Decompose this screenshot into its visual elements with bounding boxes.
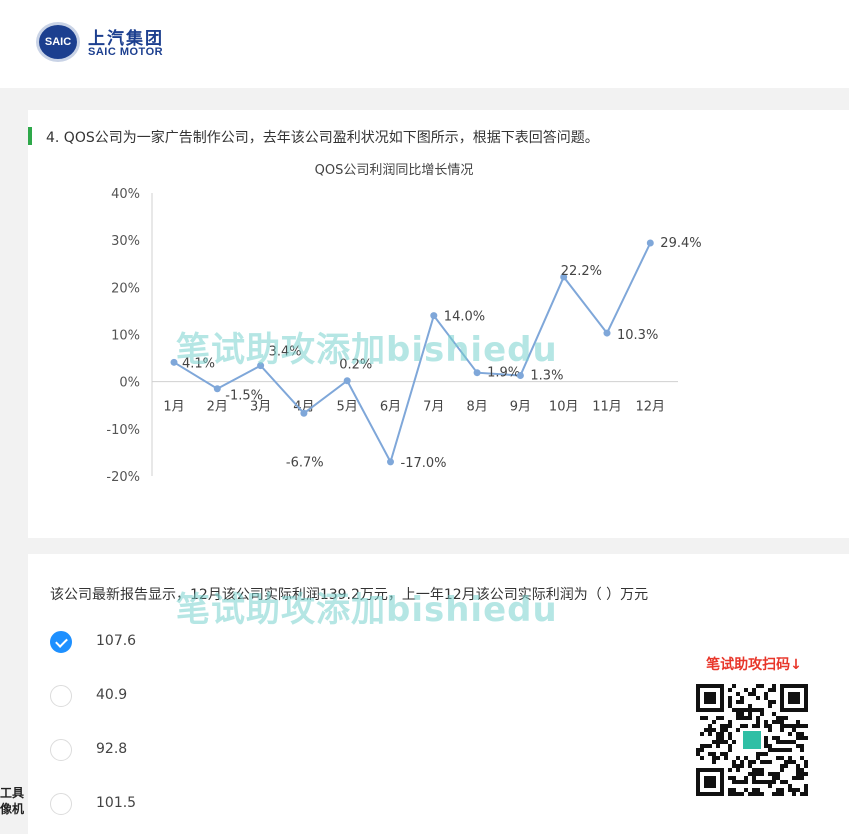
logo-chinese-name: 上汽集团 [88, 29, 164, 49]
y-tick-label: 0% [119, 376, 140, 391]
question-stem: 该公司最新报告显示，12月该公司实际利润139.2万元，上一年12月该公司实际利… [50, 587, 649, 603]
data-label: 29.4% [660, 236, 701, 251]
x-tick-label: 12月 [636, 400, 666, 415]
option-d-label: 101.5 [96, 795, 137, 811]
data-point [516, 372, 524, 380]
data-label: -17.0% [401, 456, 447, 471]
profit-growth-chart: QOS公司利润同比增长情况 -20% -10% 0% 10% 20% 30% 40% 1月 2月 3… [106, 163, 701, 485]
y-tick-label: 20% [111, 281, 140, 296]
data-point [473, 369, 481, 377]
question-accent-bar [28, 127, 32, 145]
logo-badge-text: SAIC [44, 36, 72, 48]
y-tick-label: -10% [106, 423, 140, 438]
corner-watermark: 工具 像机 [0, 785, 40, 829]
watermark-text-2: 笔试助攻添加bishiedu [176, 590, 558, 630]
x-tick-label: 7月 [423, 400, 444, 415]
data-point [387, 458, 394, 466]
qr-code-icon[interactable] [696, 684, 808, 796]
x-tick-label: 2月 [207, 400, 228, 415]
qr-promo: 笔试助攻扫码↓ [682, 654, 826, 804]
option-b-label: 40.9 [96, 687, 128, 703]
x-tick-label: 4月 [293, 400, 314, 415]
option-a-radio[interactable] [50, 631, 72, 653]
y-tick-label: 10% [111, 329, 140, 344]
x-tick-label: 10月 [549, 400, 579, 415]
data-label: 3.4% [269, 345, 302, 360]
data-label: -6.7% [286, 455, 324, 470]
option-c-radio[interactable] [50, 739, 72, 761]
option-a[interactable]: 107.6 [50, 630, 250, 656]
data-point [300, 409, 308, 417]
data-point [257, 362, 265, 370]
option-a-label: 107.6 [96, 633, 137, 649]
option-d-radio[interactable] [50, 793, 72, 815]
logo-english-name: SAIC MOTOR [88, 46, 164, 58]
y-tick-label: 40% [111, 187, 140, 202]
x-tick-label: 11月 [592, 400, 622, 415]
x-tick-label: 1月 [163, 400, 184, 415]
x-tick-label: 9月 [510, 400, 531, 415]
data-point [170, 358, 178, 366]
data-label: 22.2% [561, 264, 602, 279]
option-d[interactable]: 101.5 [50, 792, 250, 818]
option-c[interactable]: 92.8 [50, 738, 250, 764]
data-label: 10.3% [617, 328, 658, 343]
data-point [430, 312, 438, 320]
data-label: 0.2% [339, 358, 372, 373]
data-point [560, 273, 568, 281]
series-line [173, 242, 652, 465]
x-tick-label: 8月 [466, 400, 487, 415]
corner-line-1: 工具 [0, 786, 25, 800]
qr-title: 笔试助攻扫码↓ [706, 657, 802, 673]
y-tick-label: -20% [106, 470, 140, 485]
corner-line-2: 像机 [0, 802, 25, 816]
x-tick-label: 6月 [380, 400, 401, 415]
x-tick-label: 3月 [250, 400, 271, 415]
data-label: 4.1% [182, 356, 215, 371]
watermark-text: 笔试助攻添加bishiedu [176, 330, 558, 370]
x-tick-label: 5月 [337, 400, 358, 415]
data-label: 1.3% [530, 369, 563, 384]
question-card: 4. QOS公司为一家广告制作公司，去年该公司盈利状况如下图所示，根据下表回答问… [28, 110, 849, 538]
data-point [603, 329, 611, 337]
data-point [343, 377, 351, 385]
saic-logo: SAIC 上汽集团 SAIC MOTOR [36, 20, 186, 66]
data-label: -1.5% [225, 389, 263, 404]
data-label: 14.0% [444, 310, 485, 325]
chart-title: QOS公司利润同比增长情况 [315, 163, 474, 178]
header-bar: SAIC 上汽集团 SAIC MOTOR [0, 0, 849, 88]
option-c-label: 92.8 [96, 741, 128, 757]
data-point [646, 239, 654, 247]
question-text: 4. QOS公司为一家广告制作公司，去年该公司盈利状况如下图所示，根据下表回答问… [46, 130, 599, 146]
y-tick-label: 30% [111, 234, 140, 249]
option-b-radio[interactable] [50, 685, 72, 707]
saic-badge-icon: SAIC [36, 22, 80, 62]
data-point [213, 385, 221, 393]
option-b[interactable]: 40.9 [50, 684, 250, 710]
data-label: 1.9% [487, 366, 520, 381]
